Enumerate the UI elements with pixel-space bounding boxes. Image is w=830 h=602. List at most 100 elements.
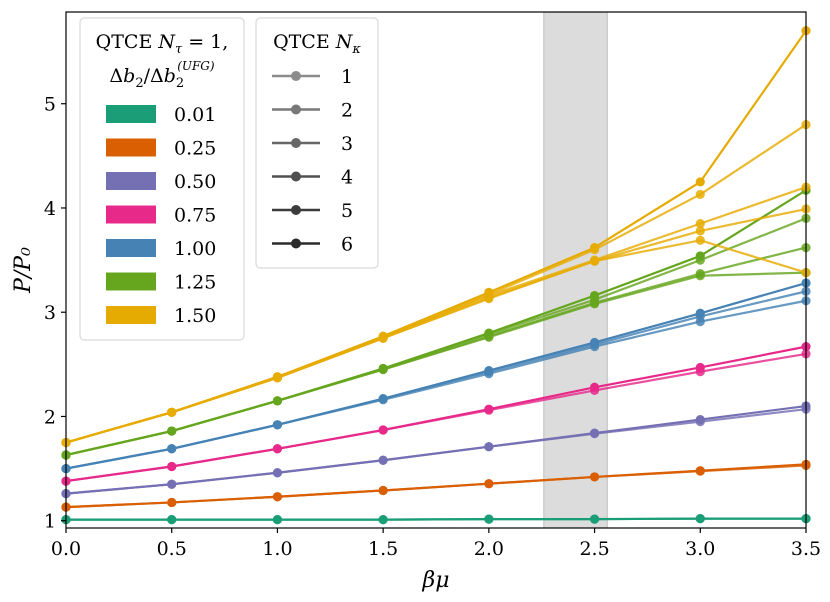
- data-point: [378, 485, 388, 496]
- color-legend-swatch: [106, 306, 156, 324]
- order-legend-label: 2: [341, 100, 353, 122]
- order-legend-label: 1: [341, 66, 353, 88]
- data-point: [484, 332, 494, 342]
- data-point: [378, 395, 388, 405]
- data-point: [272, 420, 283, 430]
- color-legend-swatch: [106, 138, 156, 157]
- data-point: [484, 442, 494, 452]
- data-point: [378, 333, 388, 343]
- y-tick-label: 3: [44, 302, 56, 324]
- data-point: [378, 455, 388, 465]
- data-point: [484, 369, 494, 379]
- data-point: [695, 271, 705, 281]
- data-point: [589, 514, 600, 524]
- x-tick-label: 0.0: [51, 538, 81, 560]
- color-legend-swatch: [106, 205, 156, 224]
- data-point: [589, 429, 600, 439]
- data-point: [589, 299, 600, 309]
- series-0-50: [61, 401, 811, 499]
- shaded-region: [543, 11, 608, 529]
- order-legend-marker: [291, 71, 301, 81]
- color-legend-title-line1: QTCE Nτ = 1,: [96, 31, 229, 57]
- data-point: [695, 514, 705, 524]
- series-line-order-3: [65, 299, 807, 470]
- series-line-order-2: [65, 352, 807, 483]
- color-legend-box: [79, 17, 245, 341]
- color-legend-title-line2: Δb2/Δb2(UFG): [109, 59, 214, 91]
- data-point: [167, 407, 177, 417]
- data-point: [272, 515, 283, 525]
- series-1-00: [61, 278, 811, 474]
- data-point: [695, 317, 705, 327]
- series-0-25: [61, 459, 811, 512]
- data-point: [378, 425, 388, 435]
- data-point: [695, 255, 705, 265]
- series-line-order-5: [65, 239, 807, 444]
- order-legend-label: 3: [341, 133, 353, 155]
- data-point: [484, 405, 494, 415]
- order-legend-marker: [291, 205, 301, 215]
- data-point: [272, 373, 283, 383]
- color-legend-label: 0.75: [174, 205, 216, 227]
- data-point: [695, 466, 705, 476]
- data-point: [378, 515, 388, 525]
- data-point: [589, 342, 600, 352]
- order-legend-marker: [291, 171, 301, 182]
- y-tick-label: 1: [44, 511, 56, 533]
- y-axis-label: P/P₀: [11, 247, 36, 294]
- color-legend-swatch: [106, 239, 156, 257]
- data-point: [272, 396, 283, 406]
- order-legend-label: 5: [341, 200, 353, 222]
- color-legend-label: 1.50: [174, 305, 216, 327]
- data-point: [589, 245, 600, 255]
- data-point: [378, 364, 388, 375]
- data-point: [484, 514, 494, 524]
- data-point: [589, 472, 600, 482]
- y-tick-label: 2: [44, 406, 56, 428]
- series-1-25: [61, 185, 811, 460]
- data-point: [167, 497, 177, 508]
- data-point: [589, 385, 600, 395]
- order-legend-marker: [291, 138, 301, 148]
- series-line-order-2: [65, 464, 807, 509]
- order-legend-marker: [291, 104, 301, 115]
- series-line-order-4: [65, 271, 807, 457]
- color-legend-swatch: [106, 272, 156, 291]
- legend-layer: QTCE Nτ = 1,Δb2/Δb2(UFG) 0.01 0.25 0.50 0.75…: [79, 17, 379, 341]
- series-line-order-2: [65, 408, 807, 495]
- color-legend-swatch: [106, 105, 156, 123]
- axes-layer: 0.0 0.5 1.0 1.5 2.0 2.5 3.0 3.5 1 2 3 4 5 βμ P/P₀: [11, 11, 821, 593]
- data-point: [167, 479, 177, 489]
- data-point: [272, 468, 283, 478]
- data-point: [589, 256, 600, 266]
- color-legend-label: 1.25: [174, 272, 216, 294]
- data-point: [695, 226, 705, 236]
- x-tick-label: 0.5: [157, 538, 187, 560]
- series-line-order-2: [66, 517, 806, 521]
- x-tick-label: 2.5: [579, 538, 609, 560]
- data-point: [167, 444, 177, 454]
- data-point: [167, 461, 177, 472]
- data-point: [695, 219, 705, 229]
- plot-frame: [65, 11, 807, 529]
- order-legend-title: QTCE Nκ: [273, 31, 361, 57]
- color-legend-label: 1.00: [174, 238, 216, 260]
- series-0-75: [61, 342, 811, 486]
- series-layer: [61, 26, 811, 525]
- x-tick-label: 3.5: [791, 538, 821, 560]
- data-point: [695, 177, 705, 187]
- data-point: [272, 492, 283, 502]
- data-point: [167, 426, 177, 436]
- series-0-01: [61, 514, 811, 525]
- data-point: [167, 515, 177, 525]
- x-tick-label: 1.5: [368, 538, 398, 560]
- y-tick-label: 4: [44, 198, 56, 220]
- data-point: [695, 367, 705, 377]
- color-legend-label: 0.50: [174, 171, 216, 193]
- data-point: [484, 479, 494, 489]
- x-tick-label: 1.0: [262, 538, 292, 560]
- shaded-region-layer: [543, 11, 608, 529]
- data-point: [484, 294, 494, 304]
- data-point: [695, 189, 705, 200]
- order-legend-label: 6: [341, 234, 353, 256]
